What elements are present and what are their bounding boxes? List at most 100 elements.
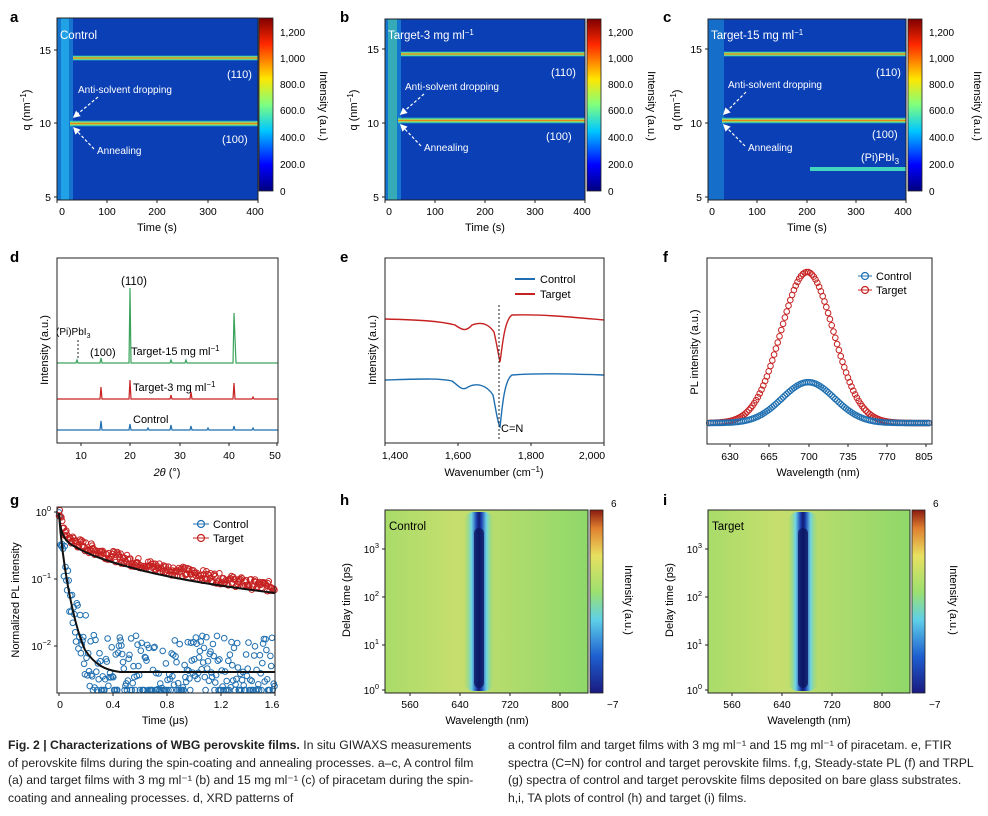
colorbar-tick: 600.0 xyxy=(608,106,633,117)
x-ticks: 10 20 30 40 50 xyxy=(75,443,281,462)
data-point xyxy=(760,382,767,389)
colorbar-tick: 200.0 xyxy=(608,160,633,171)
colorbar-tick: −7 xyxy=(929,700,941,711)
x-tick-label: 40 xyxy=(223,450,235,462)
x-tick-label: 200 xyxy=(798,206,816,218)
y-ticks: 103 102 101 100 xyxy=(364,541,385,697)
x-tick-label: 200 xyxy=(476,206,494,218)
data-point xyxy=(772,345,780,352)
x-tick-label: 1,800 xyxy=(518,450,544,462)
panel-letter: c xyxy=(663,9,671,26)
y-axis-label: Intensity (a.u.) xyxy=(39,315,51,385)
x-tick-label: 1.6 xyxy=(265,699,280,711)
legend-label-control: Control xyxy=(213,519,248,531)
cn-label: C=N xyxy=(501,423,523,435)
data-point xyxy=(84,672,91,679)
data-point xyxy=(65,577,72,584)
colorbar-tick: 400.0 xyxy=(608,133,633,144)
data-point xyxy=(143,657,150,664)
colorbar-tick: 0 xyxy=(608,187,614,198)
x-tick-label: 630 xyxy=(721,451,739,463)
data-point xyxy=(819,292,827,300)
data-point xyxy=(769,357,776,364)
colorbar-tick: 400.0 xyxy=(280,133,305,144)
data-point xyxy=(212,679,219,686)
data-point xyxy=(247,576,255,583)
data-point xyxy=(155,670,162,677)
data-point xyxy=(772,400,780,408)
data-point xyxy=(204,657,212,665)
data-point xyxy=(152,669,160,677)
x-tick-label: 100 xyxy=(98,206,116,218)
spin-region xyxy=(385,19,401,200)
colorbar-tick: 400.0 xyxy=(929,133,954,144)
caption-right: a control film and target films with 3 m… xyxy=(508,737,978,807)
data-point xyxy=(216,570,223,577)
data-point xyxy=(178,565,185,573)
annotation-annealing: Annealing xyxy=(424,143,468,154)
y-axis-label: Delay time (ps) xyxy=(341,563,353,637)
colorbar-ticks: 0 200.0 400.0 600.0 800.0 1,000 1,200 xyxy=(280,28,305,198)
data-point xyxy=(243,672,251,680)
panel-a: a Control Anti-solvent dropping Annealin… xyxy=(10,9,329,234)
x-axis-label: Time (μs) xyxy=(142,715,188,727)
figure: a Control Anti-solvent dropping Annealin… xyxy=(10,9,983,727)
panel-letter: b xyxy=(340,9,349,26)
x-ticks: 560 640 720 800 xyxy=(401,693,569,711)
caption-fig-number: Fig. 2 | xyxy=(8,738,51,752)
legend-label-target: Target xyxy=(213,533,244,545)
data-point xyxy=(758,386,765,394)
colorbar-label: Intensity (a.u.) xyxy=(947,565,959,635)
data-point xyxy=(832,334,839,342)
y-tick-label: 100 xyxy=(364,682,379,697)
band-100 xyxy=(398,117,585,124)
x-ticks: 0 100 200 300 400 xyxy=(56,200,264,218)
data-point xyxy=(797,272,805,280)
colorbar-tick: 6 xyxy=(933,499,939,510)
data-point xyxy=(205,677,213,685)
annotation-annealing: Annealing xyxy=(748,143,792,154)
data-point xyxy=(862,407,870,414)
data-point xyxy=(245,639,252,646)
colorbar-tick: −7 xyxy=(607,700,619,711)
data-point xyxy=(207,570,214,577)
data-point xyxy=(783,308,791,315)
data-point xyxy=(103,658,111,665)
plot-frame xyxy=(384,257,605,444)
data-point xyxy=(74,602,81,609)
data-point xyxy=(179,684,187,691)
data-point xyxy=(267,652,274,660)
ta-bleach-core xyxy=(474,528,484,688)
data-point xyxy=(77,649,85,657)
data-point xyxy=(776,397,783,404)
caption-text-left: In situ GIWAXS measurements of perovskit… xyxy=(8,738,474,805)
x-tick-label: 700 xyxy=(800,451,818,463)
colorbar-tick: 1,200 xyxy=(929,28,954,39)
x-tick-label: 720 xyxy=(501,699,519,711)
data-point xyxy=(219,683,226,690)
data-point xyxy=(256,578,264,586)
ta-bleach-core xyxy=(798,528,808,688)
y-ticks: 100 10−1 10−2 xyxy=(31,504,57,653)
colorbar-label: Intensity (a.u.) xyxy=(622,565,634,635)
data-point xyxy=(135,555,142,562)
y-tick-label: 10 xyxy=(367,118,379,130)
data-point xyxy=(246,676,254,684)
colorbar-tick: 800.0 xyxy=(280,80,305,91)
colorbar-tick: 1,200 xyxy=(280,28,305,39)
colorbar-tick: 1,000 xyxy=(280,54,305,65)
x-tick-label: 0.4 xyxy=(106,699,121,711)
data-point xyxy=(104,635,111,642)
colorbar-ticks: 0 200.0 400.0 600.0 800.0 1,000 1,200 xyxy=(608,28,633,198)
colorbar-tick: 0 xyxy=(280,187,286,198)
data-point xyxy=(186,675,193,682)
data-point xyxy=(833,397,841,404)
colorbar-tick: 1,000 xyxy=(608,54,633,65)
data-point xyxy=(922,419,929,427)
data-point xyxy=(218,667,226,674)
data-point xyxy=(137,647,145,655)
data-point xyxy=(778,326,785,334)
x-axis-label: Wavelength (nm) xyxy=(776,467,859,479)
data-point xyxy=(256,651,264,659)
data-point xyxy=(118,642,125,649)
